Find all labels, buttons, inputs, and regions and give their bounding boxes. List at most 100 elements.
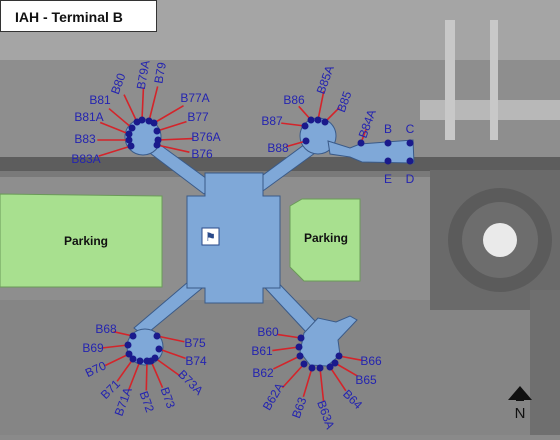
gate-dot-b85 — [321, 118, 329, 126]
gate-line-b73a — [154, 357, 181, 377]
gate-line-b83a — [98, 145, 132, 157]
gate-dot-b87 — [301, 122, 309, 130]
svg-text:⚑: ⚑ — [205, 230, 216, 244]
parking-lot-right — [289, 198, 361, 282]
gate-line-b72 — [145, 360, 148, 391]
gate-label-b75: B75 — [184, 336, 206, 350]
gate-dot-b63a — [316, 364, 324, 372]
gate-dot-b66 — [335, 352, 343, 360]
gate-dot-b64 — [326, 363, 334, 371]
gate-label-b79: B79 — [151, 61, 169, 85]
main-terminal-hall — [186, 172, 281, 304]
map-title-box: IAH - Terminal B — [0, 0, 157, 32]
gate-dot-d — [406, 157, 414, 165]
gate-dot-b86 — [307, 116, 315, 124]
gate-label-b66: B66 — [360, 354, 382, 368]
gate-line-b77 — [156, 120, 187, 132]
gate-dot-b65 — [331, 359, 339, 367]
gate-line-b77a — [153, 105, 184, 124]
gate-label-b: B — [384, 122, 392, 136]
gate-dot-b63 — [308, 364, 316, 372]
gate-line-b87 — [281, 122, 306, 127]
gate-line-b69 — [102, 344, 129, 349]
gate-line-b65 — [334, 362, 358, 377]
gate-line-b66 — [338, 355, 363, 362]
gate-line-b64 — [329, 366, 347, 392]
gate-dot-b60 — [297, 334, 305, 342]
gate-line-b62a — [281, 363, 305, 389]
gate-dot-c — [406, 139, 414, 147]
gate-dot-b75 — [153, 332, 161, 340]
gate-label-b86: B86 — [283, 93, 305, 107]
gate-dot-b62 — [296, 352, 304, 360]
gate-line-b79a — [141, 87, 145, 121]
gate-label-b76a: B76A — [191, 130, 220, 144]
gate-dot-b61 — [295, 343, 303, 351]
north-label: N — [515, 405, 526, 422]
gate-dot-b81a — [125, 130, 133, 138]
gate-dot-b68 — [129, 332, 137, 340]
gate-label-b77a: B77A — [180, 91, 209, 105]
gate-label-e: E — [384, 172, 392, 186]
gate-label-b88: B88 — [267, 141, 289, 155]
gate-dot-b85a — [314, 116, 322, 124]
gate-dot-b88 — [302, 137, 310, 145]
gate-dots — [124, 116, 414, 372]
gate-dot-b62a — [300, 360, 308, 368]
parking-lot-left — [0, 193, 163, 288]
gate-label-b83a: B83A — [71, 152, 100, 166]
gate-line-b73 — [150, 360, 164, 388]
gate-line-b71 — [116, 358, 134, 382]
parking-label-right: Parking — [304, 231, 348, 245]
gate-dot-b71 — [129, 355, 137, 363]
gate-line-b81a — [99, 121, 130, 135]
gate-label-b60: B60 — [257, 325, 279, 339]
gate-dot-e — [384, 157, 392, 165]
gate-label-b76: B76 — [191, 147, 213, 161]
gate-label-b81a: B81A — [74, 110, 103, 124]
gate-dot-b74 — [155, 345, 163, 353]
gate-line-b60 — [277, 333, 302, 339]
gate-label-b69: B69 — [82, 341, 104, 355]
gate-line-b80 — [123, 94, 138, 123]
gate-line-b74 — [158, 348, 186, 360]
gate-label-b62: B62 — [252, 366, 274, 380]
gate-dot-b73 — [147, 357, 155, 365]
gate-dot-b79a — [138, 116, 146, 124]
gate-dot-b83 — [125, 136, 133, 144]
gate-label-b61: B61 — [251, 344, 273, 358]
gate-label-b83: B83 — [74, 132, 96, 146]
gate-label-b68: B68 — [95, 322, 117, 336]
parking-label-left: Parking — [64, 234, 108, 248]
gate-dot-b83a — [127, 142, 135, 150]
gate-label-b77: B77 — [187, 110, 209, 124]
gate-line-b71a — [127, 360, 141, 391]
gate-line-b62 — [273, 355, 301, 370]
gate-line-b75 — [156, 335, 185, 343]
gate-dot-b69 — [124, 341, 132, 349]
gate-label-d: D — [406, 172, 415, 186]
gate-line-b70 — [104, 353, 130, 367]
gate-dot-b — [384, 139, 392, 147]
pier-ne — [327, 139, 415, 164]
gate-dot-b77a — [150, 119, 158, 127]
gate-label-b79a: B79A — [134, 59, 153, 90]
gate-line-b76a — [157, 137, 193, 141]
gate-label-b63: B63 — [289, 395, 310, 420]
gate-dot-b70 — [125, 350, 133, 358]
terminal-building — [124, 117, 415, 367]
gate-label-b65: B65 — [355, 373, 377, 387]
gate-label-b81: B81 — [89, 93, 111, 107]
gate-line-b63 — [302, 367, 313, 398]
gate-dot-b81 — [128, 124, 136, 132]
gate-line-b76 — [156, 144, 190, 153]
north-arrow: N — [508, 386, 532, 422]
gate-dot-b71a — [136, 357, 144, 365]
gate-dot-b84a — [357, 139, 365, 147]
gate-dot-b77 — [153, 127, 161, 135]
gate-line-b81 — [108, 107, 133, 129]
satellite-se — [299, 315, 358, 367]
map-title: IAH - Terminal B — [15, 9, 123, 25]
